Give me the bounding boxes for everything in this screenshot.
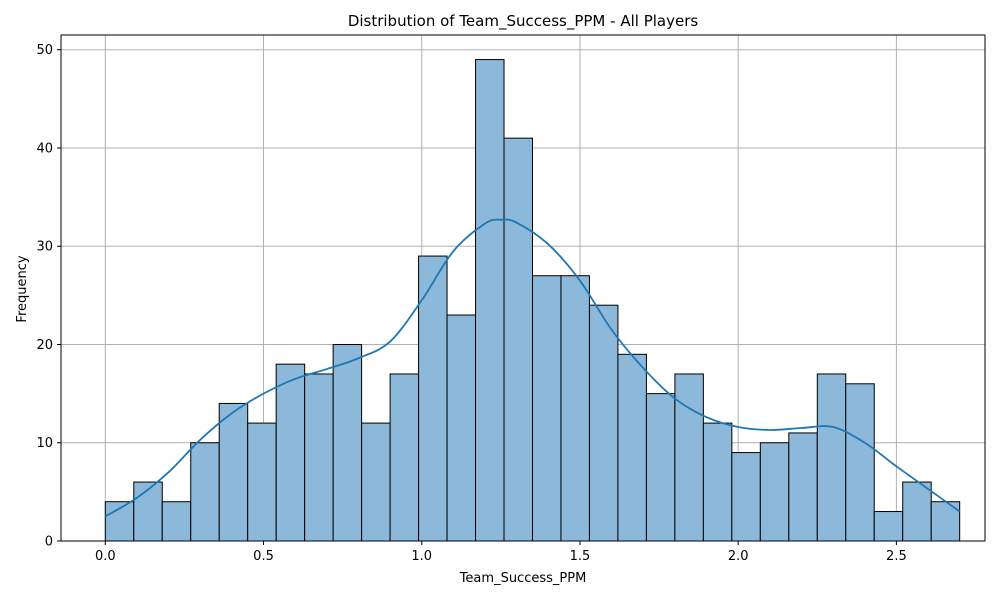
x-axis-ticks: 0.0 0.5 1.0 1.5 2.0 2.5	[95, 541, 907, 564]
x-tick-label: 2.5	[886, 549, 907, 564]
histogram-bar	[902, 481, 932, 542]
x-tick-label: 0.5	[253, 549, 274, 564]
y-axis-ticks: 0 10 20 30 40 50	[36, 43, 61, 550]
histogram-bar	[531, 275, 562, 542]
histogram-bar	[190, 442, 220, 542]
y-tick-label: 0	[45, 535, 53, 550]
y-tick-label: 40	[36, 141, 53, 156]
histogram-bar	[674, 373, 704, 542]
histogram-bar	[930, 501, 961, 542]
histogram-bar	[332, 343, 363, 542]
histogram-bar	[617, 353, 647, 542]
histogram-bar	[133, 481, 163, 542]
histogram-bar	[503, 137, 533, 542]
plot-frame	[60, 34, 986, 542]
histogram-bar	[389, 373, 420, 542]
histogram-bar	[560, 275, 590, 542]
x-tick-label: 0.0	[95, 549, 116, 564]
kde-curve	[104, 218, 961, 518]
histogram-bar	[702, 422, 733, 542]
bars	[104, 59, 961, 542]
histogram-bar	[588, 304, 619, 542]
x-axis-title: Team_Success_PPM	[459, 571, 587, 586]
x-tick-label: 1.0	[411, 549, 432, 564]
histogram-bar	[361, 422, 391, 542]
kde-curve-group	[104, 218, 961, 518]
histogram-bar	[759, 442, 790, 542]
histogram-bar	[161, 501, 192, 542]
y-tick-label: 30	[36, 240, 53, 255]
histogram-bar	[845, 383, 875, 542]
chart-title: Distribution of Team_Success_PPM - All P…	[348, 12, 699, 31]
y-axis-title: Frequency	[15, 255, 30, 322]
histogram-bar	[446, 314, 477, 542]
histogram-bar	[247, 422, 277, 542]
histogram-bar	[816, 373, 847, 542]
histogram-bar	[731, 452, 761, 542]
histogram-bar	[788, 432, 818, 542]
histogram-bar	[218, 402, 249, 542]
histogram-bar	[645, 393, 676, 542]
histogram-bar	[873, 511, 904, 542]
histogram-bar	[304, 373, 334, 542]
y-tick-label: 50	[36, 43, 53, 58]
histogram-bar	[275, 363, 306, 542]
y-tick-label: 20	[36, 338, 53, 353]
x-tick-label: 1.5	[570, 549, 591, 564]
histogram-bar	[475, 59, 505, 542]
x-tick-label: 2.0	[728, 549, 749, 564]
histogram-bar	[418, 255, 448, 542]
y-tick-label: 10	[36, 436, 53, 451]
